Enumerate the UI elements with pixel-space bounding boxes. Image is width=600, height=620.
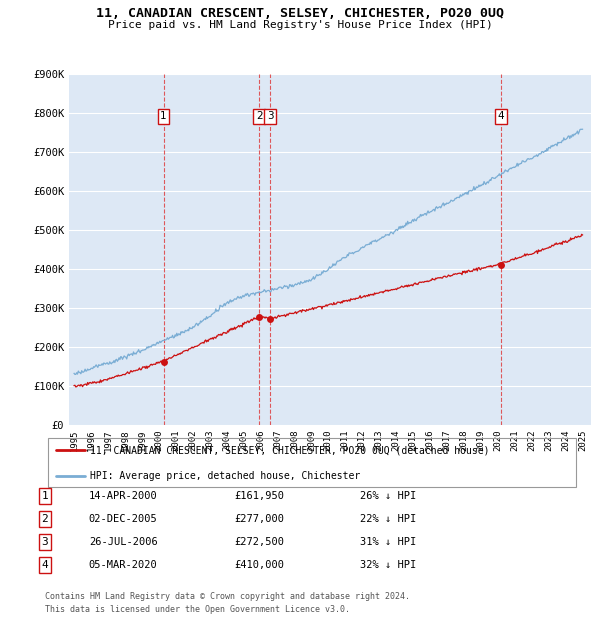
Text: 32% ↓ HPI: 32% ↓ HPI xyxy=(360,560,416,570)
Text: 22% ↓ HPI: 22% ↓ HPI xyxy=(360,514,416,524)
Text: £277,000: £277,000 xyxy=(234,514,284,524)
Text: This data is licensed under the Open Government Licence v3.0.: This data is licensed under the Open Gov… xyxy=(45,604,350,614)
Text: £272,500: £272,500 xyxy=(234,537,284,547)
Text: 3: 3 xyxy=(41,537,49,547)
Text: 4: 4 xyxy=(41,560,49,570)
Text: Contains HM Land Registry data © Crown copyright and database right 2024.: Contains HM Land Registry data © Crown c… xyxy=(45,592,410,601)
Text: 02-DEC-2005: 02-DEC-2005 xyxy=(89,514,158,524)
Text: 31% ↓ HPI: 31% ↓ HPI xyxy=(360,537,416,547)
Text: £161,950: £161,950 xyxy=(234,491,284,501)
Text: 2: 2 xyxy=(41,514,49,524)
Text: 11, CANADIAN CRESCENT, SELSEY, CHICHESTER, PO20 0UQ (detached house): 11, CANADIAN CRESCENT, SELSEY, CHICHESTE… xyxy=(90,445,490,456)
Text: 26% ↓ HPI: 26% ↓ HPI xyxy=(360,491,416,501)
Text: £410,000: £410,000 xyxy=(234,560,284,570)
Text: HPI: Average price, detached house, Chichester: HPI: Average price, detached house, Chic… xyxy=(90,471,361,481)
Text: 1: 1 xyxy=(160,112,167,122)
Text: 3: 3 xyxy=(267,112,274,122)
Text: 14-APR-2000: 14-APR-2000 xyxy=(89,491,158,501)
Text: 4: 4 xyxy=(497,112,504,122)
Text: 05-MAR-2020: 05-MAR-2020 xyxy=(89,560,158,570)
Text: 1: 1 xyxy=(41,491,49,501)
Text: 2: 2 xyxy=(256,112,262,122)
Text: 26-JUL-2006: 26-JUL-2006 xyxy=(89,537,158,547)
Text: 11, CANADIAN CRESCENT, SELSEY, CHICHESTER, PO20 0UQ: 11, CANADIAN CRESCENT, SELSEY, CHICHESTE… xyxy=(96,7,504,20)
Text: Price paid vs. HM Land Registry's House Price Index (HPI): Price paid vs. HM Land Registry's House … xyxy=(107,20,493,30)
